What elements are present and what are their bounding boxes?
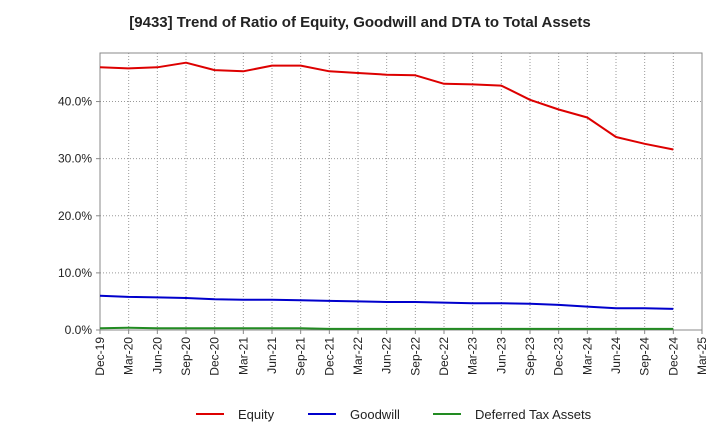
x-tick-label: Dec-20 [208, 337, 222, 376]
series-line-equity [99, 61, 674, 151]
x-tick-label: Jun-21 [265, 337, 279, 374]
grid-layer [100, 53, 702, 330]
legend-label-goodwill: Goodwill [350, 406, 400, 422]
legend-swatch-goodwill [308, 413, 336, 415]
x-tick-label: Sep-23 [523, 337, 537, 376]
x-tick-label: Jun-24 [609, 337, 623, 374]
x-tick-label: Mar-21 [236, 337, 250, 375]
legend: Equity Goodwill Deferred Tax Assets [0, 404, 720, 424]
legend-item-goodwill: Goodwill [308, 404, 400, 424]
x-tick-label: Dec-22 [437, 337, 451, 376]
x-tick-label: Sep-20 [179, 337, 193, 376]
x-tick-label: Dec-19 [93, 337, 107, 376]
x-tick-label: Jun-20 [150, 337, 164, 374]
legend-item-equity: Equity [196, 404, 274, 424]
x-tick-label: Mar-20 [122, 337, 136, 375]
x-tick-label: Jun-23 [494, 337, 508, 374]
x-tick-label: Dec-23 [552, 337, 566, 376]
x-tick-label: Sep-24 [638, 337, 652, 376]
x-tick-label: Mar-23 [466, 337, 480, 375]
plot-frame [99, 52, 703, 331]
y-tick-label: 40.0% [58, 95, 92, 109]
y-tick-label: 20.0% [58, 209, 92, 223]
axis-layer [96, 52, 703, 334]
x-tick-label: Mar-25 [695, 337, 709, 375]
y-tick-label: 30.0% [58, 152, 92, 166]
chart-title: [9433] Trend of Ratio of Equity, Goodwil… [129, 14, 591, 31]
legend-label-equity: Equity [238, 406, 275, 422]
line-chart: 0.0% 10.0% 20.0% 30.0% 40.0% Dec-19 Mar-20 Jun-… [58, 52, 709, 376]
x-tick-label: Dec-21 [322, 337, 336, 376]
x-tick-label: Mar-22 [351, 337, 365, 375]
y-tick-label: 0.0% [65, 323, 93, 337]
x-tick-label: Sep-21 [294, 337, 308, 376]
y-tick-label: 10.0% [58, 266, 92, 280]
x-tick-label: Sep-22 [408, 337, 422, 376]
legend-swatch-dta [433, 413, 461, 415]
series-line-goodwill [99, 294, 674, 310]
legend-item-dta: Deferred Tax Assets [433, 404, 591, 424]
legend-swatch-equity [196, 413, 224, 415]
legend-label-dta: Deferred Tax Assets [475, 406, 592, 422]
x-tick-label: Mar-24 [580, 337, 594, 375]
series-layer [99, 61, 674, 330]
series-line-deferred-tax-assets [99, 326, 674, 330]
label-layer: 0.0% 10.0% 20.0% 30.0% 40.0% Dec-19 Mar-20 Jun-… [58, 95, 709, 376]
x-tick-label: Dec-24 [666, 337, 680, 376]
x-tick-label: Jun-22 [380, 337, 394, 374]
